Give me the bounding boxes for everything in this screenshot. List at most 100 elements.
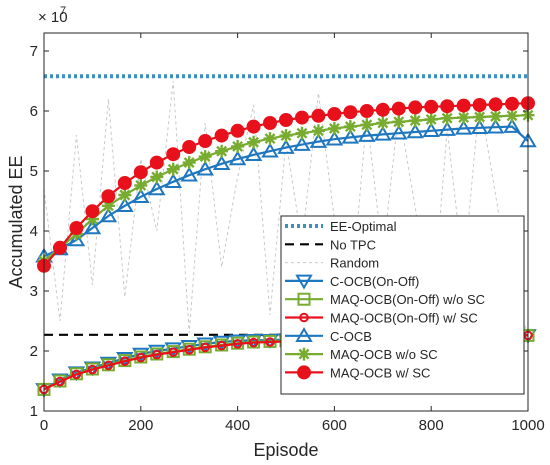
- data-point: [136, 352, 146, 363]
- data-point: [83, 219, 102, 235]
- y-tick-label: 6: [30, 103, 38, 120]
- legend-label: EE-Optimal: [330, 219, 397, 234]
- data-point: [198, 134, 213, 148]
- data-point: [200, 342, 210, 353]
- x-tick-label: 200: [128, 417, 153, 434]
- data-point: [164, 173, 182, 189]
- data-point: [99, 207, 118, 223]
- legend-label: MAQ-OCB(On-Off) w/o SC: [330, 292, 485, 307]
- y-axis-label: Accumulated EE: [6, 155, 26, 288]
- data-point: [440, 99, 455, 114]
- data-point: [214, 128, 229, 143]
- data-point: [231, 139, 245, 153]
- data-point: [327, 121, 341, 135]
- y-tick-label: 2: [30, 343, 38, 360]
- data-point: [325, 130, 344, 146]
- data-point: [279, 129, 293, 143]
- data-point: [309, 132, 328, 148]
- data-point: [277, 138, 295, 154]
- data-point: [424, 112, 438, 126]
- data-point: [472, 98, 487, 112]
- x-tick-label: 800: [419, 417, 444, 434]
- data-point: [101, 199, 115, 213]
- data-point: [343, 105, 358, 120]
- x-tick-label: 400: [225, 417, 250, 434]
- legend-label: MAQ-OCB(On-Off) w/ SC: [330, 311, 478, 326]
- data-point: [489, 109, 503, 123]
- data-point: [294, 110, 309, 125]
- x-tick-label: 0: [40, 417, 48, 434]
- data-point: [293, 135, 311, 151]
- data-point: [182, 156, 196, 170]
- data-point: [390, 124, 408, 140]
- series-line: [43, 125, 529, 258]
- data-point: [230, 123, 245, 138]
- data-point: [247, 135, 261, 149]
- data-point: [454, 119, 473, 135]
- y-tick-label: 1: [30, 403, 38, 420]
- data-point: [359, 104, 374, 118]
- data-point: [311, 124, 325, 138]
- legend-marker: [295, 274, 313, 290]
- data-point: [488, 97, 503, 112]
- data-point: [244, 146, 263, 162]
- axes-layer: 0 200 400 600 800 1000 1 2 3 4 5 6 7: [30, 33, 545, 434]
- x-tick-label: 1000: [511, 417, 544, 434]
- legend-marker: [297, 292, 311, 306]
- data-point: [216, 340, 227, 351]
- data-point: [440, 111, 454, 125]
- data-point: [71, 369, 82, 380]
- legend-marker: [299, 312, 309, 323]
- data-point: [52, 240, 67, 255]
- data-point: [212, 155, 231, 171]
- data-point: [184, 345, 194, 355]
- y-tick-label: 5: [30, 163, 38, 180]
- legend-label: No TPC: [330, 237, 376, 252]
- data-point: [408, 114, 422, 128]
- data-point: [263, 132, 277, 146]
- data-point: [85, 212, 99, 226]
- data-point: [456, 98, 471, 113]
- data-point: [55, 376, 65, 387]
- y-tick-label: 7: [30, 43, 38, 60]
- legend-box: [280, 215, 525, 395]
- plot-frame: [43, 32, 529, 412]
- data-point: [376, 116, 390, 130]
- data-point: [67, 231, 86, 247]
- data-point: [150, 170, 164, 184]
- x-axis-label: Episode: [253, 440, 318, 460]
- series-maq-ocb-w-o-sc: [37, 108, 535, 268]
- data-point: [151, 349, 162, 360]
- data-point: [279, 113, 293, 127]
- data-point: [116, 197, 134, 213]
- data-point: [341, 128, 360, 144]
- data-point: [196, 160, 214, 176]
- data-point: [101, 189, 116, 204]
- data-point: [198, 150, 212, 164]
- data-point: [360, 118, 374, 132]
- data-point: [215, 144, 229, 158]
- legend-label: C-OCB(On-Off): [330, 274, 419, 289]
- data-point: [311, 108, 326, 123]
- data-point: [438, 120, 456, 136]
- data-point: [503, 117, 521, 133]
- data-point: [408, 100, 423, 115]
- data-point: [132, 188, 150, 204]
- data-point: [473, 110, 487, 124]
- data-point: [392, 115, 406, 129]
- data-point: [374, 125, 392, 141]
- data-point: [228, 150, 247, 166]
- data-point: [149, 155, 164, 170]
- data-point: [486, 118, 505, 134]
- data-point: [457, 111, 471, 125]
- data-point: [103, 360, 114, 371]
- legend-marker: [297, 365, 311, 380]
- data-point: [182, 140, 197, 154]
- data-point: [87, 364, 98, 375]
- data-point: [248, 337, 259, 348]
- data-point: [343, 120, 357, 134]
- data-point: [166, 162, 180, 176]
- data-point: [263, 116, 278, 130]
- legend-label: C-OCB: [330, 329, 372, 344]
